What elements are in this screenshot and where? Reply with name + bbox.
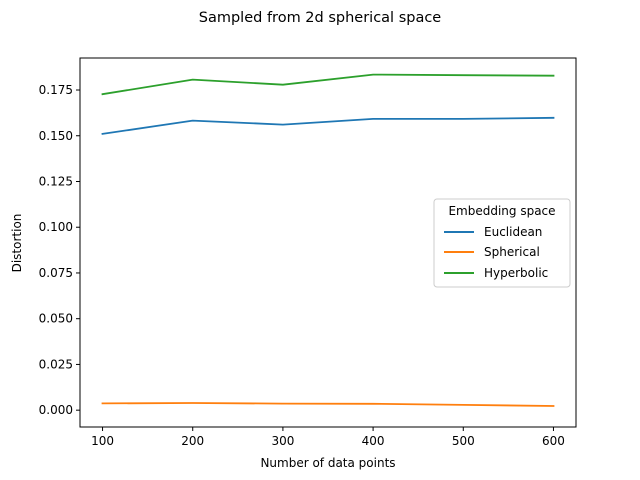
legend-label-euclidean: Euclidean [484,225,542,239]
y-tick-label: 0.050 [39,312,73,326]
plot-area: 100 200 300 400 500 600 0.000 0.025 0.050 0.075 0.… [39,73,565,448]
series-line-hyperbolic [101,73,555,96]
legend-label-hyperbolic: Hyperbolic [484,266,548,280]
x-tick-label: 400 [362,434,385,448]
legend-title: Embedding space [448,204,555,218]
y-tick-label: 0.150 [39,129,73,143]
chart-title: Sampled from 2d spherical space [199,10,442,26]
legend: Embedding space Euclidean Spherical Hype… [433,198,571,288]
y-tick-label: 0.025 [39,357,73,371]
x-axis-label: Number of data points [260,456,395,470]
y-axis-label: Distortion [10,214,24,273]
legend-label-spherical: Spherical [484,245,540,259]
legend-box [433,198,571,288]
y-tick-label: 0.075 [39,266,73,280]
y-tick-label: 0.100 [39,220,73,234]
x-tick-label: 100 [91,434,114,448]
x-tick-label: 500 [452,434,475,448]
y-tick-label: 0.000 [39,403,73,417]
x-tick-label: 600 [542,434,565,448]
series-line-spherical [101,402,555,407]
series-line-euclidean [101,116,555,135]
x-tick-label: 300 [271,434,294,448]
x-tick-label: 200 [181,434,204,448]
y-tick-label: 0.175 [39,83,73,97]
y-tick-label: 0.125 [39,174,73,188]
axes-frame [79,57,577,428]
